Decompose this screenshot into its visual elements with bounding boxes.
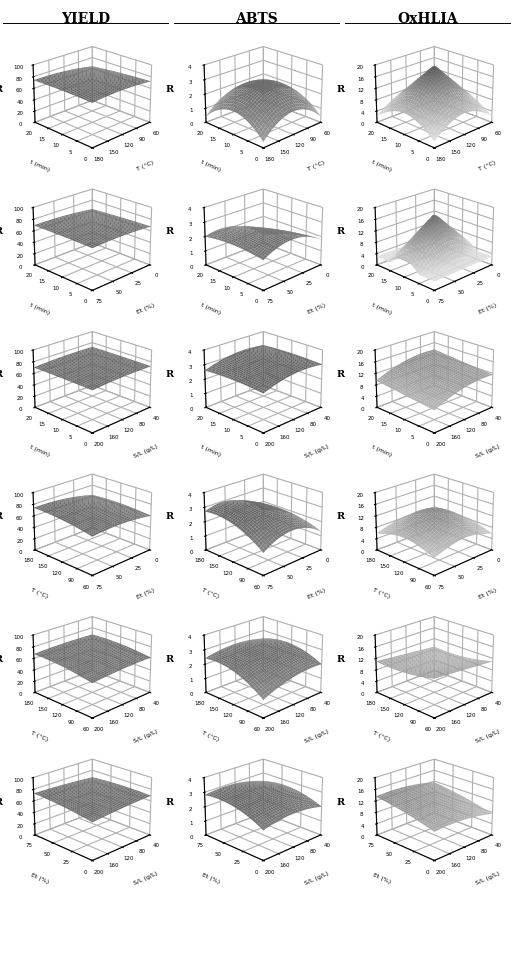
Y-axis label: t (min): t (min): [200, 160, 221, 172]
Y-axis label: t (min): t (min): [29, 160, 50, 172]
X-axis label: S/L (g/L): S/L (g/L): [304, 729, 329, 743]
Y-axis label: Et (%): Et (%): [371, 872, 391, 885]
Text: R: R: [165, 227, 173, 237]
X-axis label: T (°C): T (°C): [136, 160, 155, 172]
Text: R: R: [0, 85, 3, 94]
Y-axis label: Et (%): Et (%): [30, 872, 49, 885]
Text: R: R: [0, 227, 3, 237]
X-axis label: Et (%): Et (%): [307, 587, 326, 600]
Text: R: R: [337, 512, 345, 522]
Text: R: R: [165, 370, 173, 379]
Y-axis label: t (min): t (min): [29, 302, 50, 315]
Text: OxHLIA: OxHLIA: [397, 12, 458, 26]
X-axis label: S/L (g/L): S/L (g/L): [475, 729, 500, 743]
Y-axis label: T (°C): T (°C): [372, 730, 390, 742]
Text: R: R: [165, 512, 173, 522]
X-axis label: S/L (g/L): S/L (g/L): [304, 872, 329, 886]
Text: R: R: [0, 512, 3, 522]
Y-axis label: t (min): t (min): [371, 160, 392, 172]
Text: R: R: [337, 370, 345, 379]
X-axis label: S/L (g/L): S/L (g/L): [132, 872, 158, 886]
Y-axis label: t (min): t (min): [371, 302, 392, 315]
Y-axis label: T (°C): T (°C): [201, 587, 220, 600]
Text: R: R: [165, 655, 173, 664]
X-axis label: S/L (g/L): S/L (g/L): [132, 444, 158, 458]
X-axis label: Et (%): Et (%): [135, 302, 155, 315]
Text: R: R: [165, 85, 173, 94]
X-axis label: Et (%): Et (%): [307, 302, 326, 315]
X-axis label: S/L (g/L): S/L (g/L): [475, 444, 500, 458]
Text: R: R: [0, 370, 3, 379]
Y-axis label: t (min): t (min): [371, 445, 392, 457]
Text: R: R: [337, 797, 345, 807]
Text: R: R: [0, 655, 3, 664]
X-axis label: S/L (g/L): S/L (g/L): [475, 872, 500, 886]
Text: R: R: [0, 797, 3, 807]
Y-axis label: t (min): t (min): [200, 302, 221, 315]
X-axis label: Et (%): Et (%): [478, 587, 497, 600]
Y-axis label: Et (%): Et (%): [201, 872, 220, 885]
X-axis label: Et (%): Et (%): [135, 587, 155, 600]
X-axis label: S/L (g/L): S/L (g/L): [304, 444, 329, 458]
X-axis label: S/L (g/L): S/L (g/L): [132, 729, 158, 743]
Text: R: R: [337, 655, 345, 664]
X-axis label: Et (%): Et (%): [478, 302, 497, 315]
Text: R: R: [165, 797, 173, 807]
Text: ABTS: ABTS: [235, 12, 278, 26]
Y-axis label: t (min): t (min): [200, 445, 221, 457]
Text: YIELD: YIELD: [61, 12, 110, 26]
X-axis label: T (°C): T (°C): [307, 160, 326, 172]
Text: R: R: [337, 85, 345, 94]
Y-axis label: T (°C): T (°C): [30, 587, 49, 600]
Y-axis label: T (°C): T (°C): [30, 730, 49, 742]
Text: R: R: [337, 227, 345, 237]
Y-axis label: T (°C): T (°C): [201, 730, 220, 742]
Y-axis label: t (min): t (min): [29, 445, 50, 457]
X-axis label: T (°C): T (°C): [478, 160, 497, 172]
Y-axis label: T (°C): T (°C): [372, 587, 390, 600]
